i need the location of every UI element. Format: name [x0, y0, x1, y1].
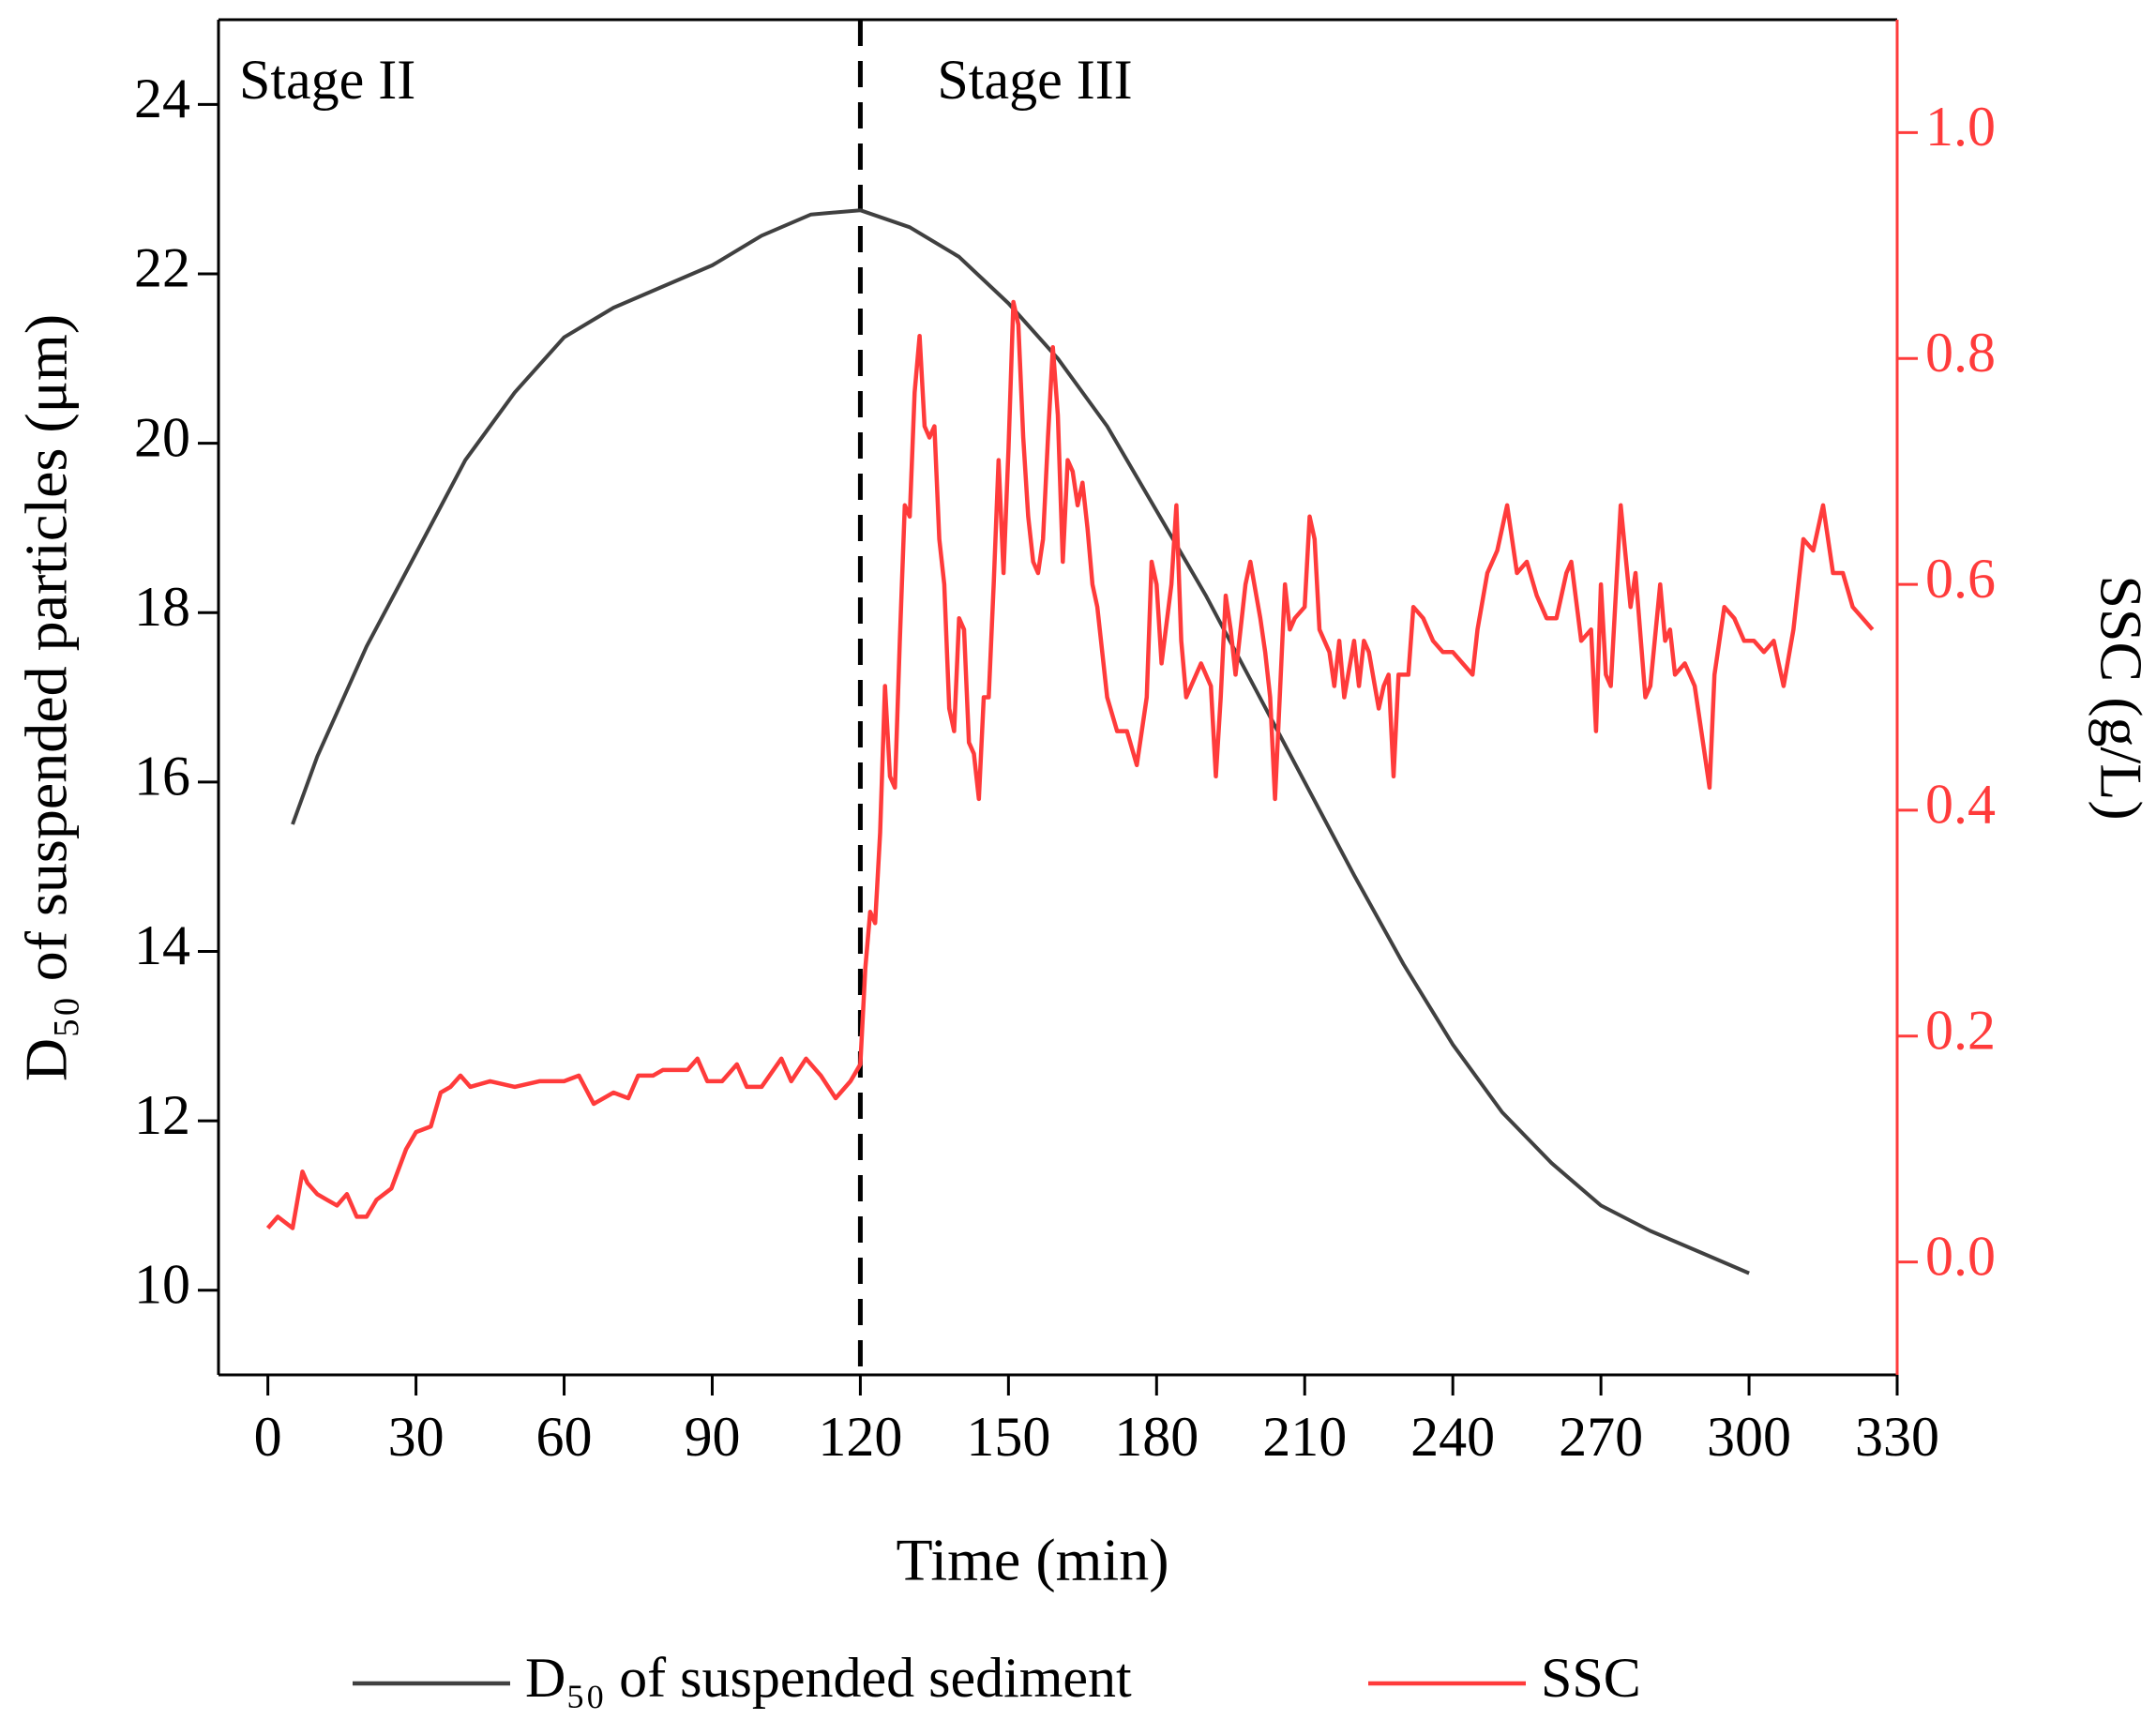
legend-label: D₅₀ of suspended sediment — [525, 1647, 1132, 1709]
x-tick-label: 120 — [818, 1406, 902, 1468]
y-tick-label: 20 — [134, 406, 190, 468]
x-tick-label: 150 — [966, 1406, 1050, 1468]
annotation: Stage II — [239, 49, 415, 111]
annotation: Stage III — [937, 49, 1132, 111]
y2-tick-label: 1.0 — [1925, 96, 1996, 158]
y2-tick-label: 0.6 — [1925, 548, 1996, 610]
x-tick-label: 30 — [388, 1406, 445, 1468]
x-tick-label: 180 — [1114, 1406, 1199, 1468]
y2-tick-label: 0.4 — [1925, 774, 1996, 836]
x-tick-label: 210 — [1262, 1406, 1347, 1468]
x-tick-label: 0 — [254, 1406, 282, 1468]
legend-label: SSC — [1541, 1647, 1641, 1709]
series-line — [291, 208, 1750, 1275]
y-tick-label: 12 — [134, 1084, 190, 1146]
y-axis-label: D₅₀ of suspended particles (μm) — [13, 314, 80, 1081]
y-tick-label: 10 — [134, 1253, 190, 1315]
y-tick-label: 22 — [134, 237, 190, 299]
x-tick-label: 90 — [684, 1406, 740, 1468]
y-tick-label: 14 — [134, 914, 190, 976]
x-tick-label: 240 — [1410, 1406, 1495, 1468]
y2-tick-label: 0.2 — [1925, 1000, 1996, 1062]
x-tick-label: 300 — [1707, 1406, 1791, 1468]
x-tick-label: 270 — [1559, 1406, 1643, 1468]
y2-tick-label: 0.8 — [1925, 322, 1996, 384]
y-tick-label: 16 — [134, 746, 190, 807]
series-line — [265, 299, 1875, 1230]
x-axis-label: Time (min) — [897, 1527, 1169, 1593]
x-tick-label: 60 — [536, 1406, 593, 1468]
y-tick-label: 24 — [134, 68, 190, 129]
y2-axis-label: SSC (g/L) — [2088, 575, 2154, 820]
x-tick-label: 330 — [1855, 1406, 1939, 1468]
y-tick-label: 18 — [134, 576, 190, 638]
y2-tick-label: 0.0 — [1925, 1225, 1996, 1287]
